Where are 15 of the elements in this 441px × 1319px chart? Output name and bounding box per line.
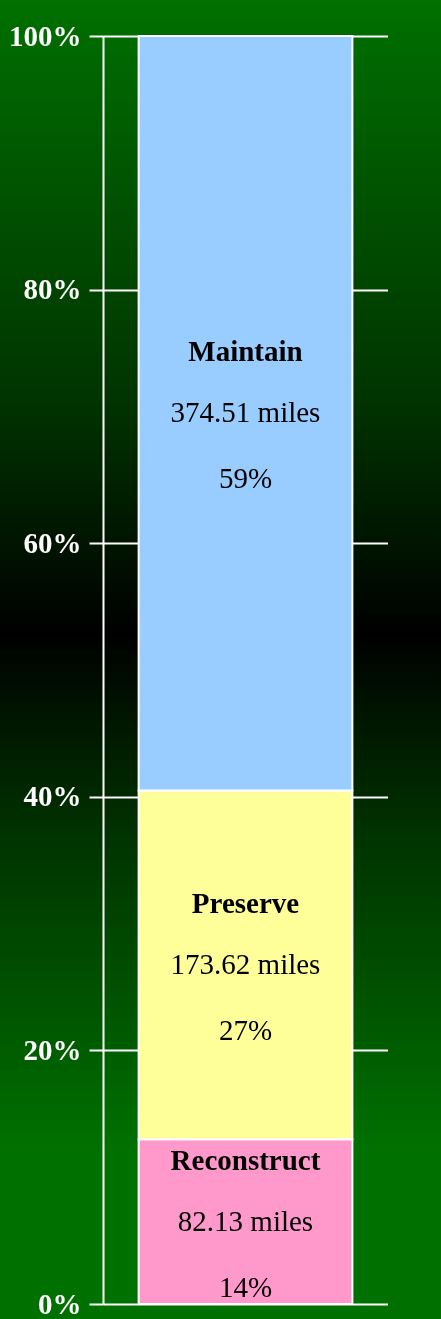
y-tick-label: 40% (23, 780, 82, 813)
series-label: Reconstruct (170, 1143, 321, 1176)
series-label: Maintain (188, 335, 303, 368)
y-tick-label: 100% (9, 19, 82, 52)
annotation: 59% (218, 462, 273, 495)
y-tick-label: 20% (23, 1033, 82, 1066)
annotation: 14% (218, 1270, 273, 1303)
y-tick-label: 80% (23, 273, 82, 306)
y-tick-label: 60% (23, 526, 82, 559)
annotation: 374.51 miles (170, 396, 321, 429)
series-label: Preserve (191, 886, 300, 919)
annotation: 82.13 miles (177, 1204, 314, 1237)
y-tick-label: 0% (38, 1287, 82, 1319)
annotation: 27% (218, 1013, 273, 1046)
annotation: 173.62 miles (170, 947, 321, 980)
